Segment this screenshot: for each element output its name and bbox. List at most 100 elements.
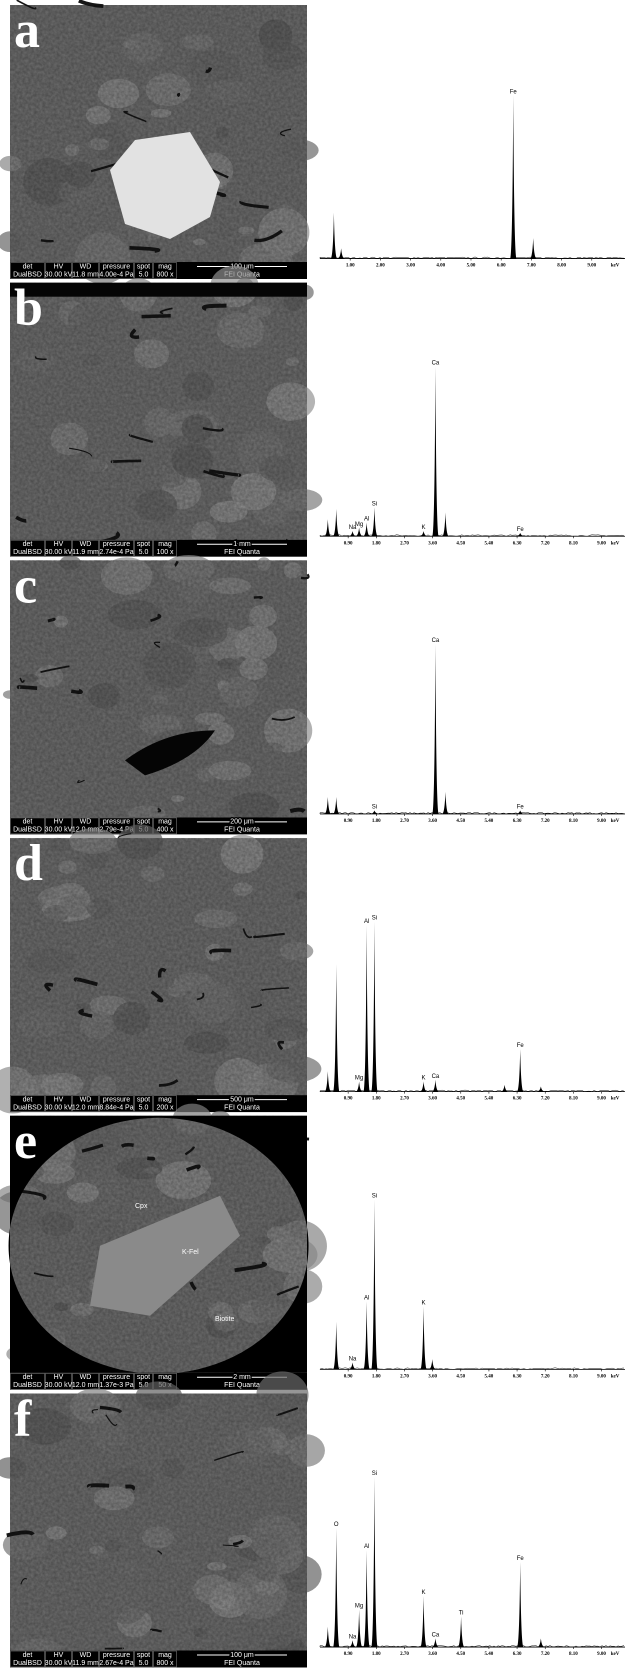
instrument: FEI Quanta: [224, 1104, 260, 1111]
info-cell: [99, 539, 134, 557]
info-cell: [45, 1373, 72, 1390]
info-header: HV: [54, 263, 64, 270]
peak: [349, 531, 356, 537]
info-value: 11.8 mm: [72, 271, 99, 278]
x-tick-label: 6.30: [513, 1097, 522, 1102]
peak: [420, 1596, 427, 1648]
x-tick-label: 5.00: [467, 264, 476, 269]
x-tick-label: 2.70: [400, 1652, 409, 1657]
texture: [10, 1393, 307, 1651]
peak: [371, 921, 378, 1092]
noise: [319, 534, 625, 537]
info-header: det: [23, 1374, 33, 1381]
info-header: det: [23, 1096, 33, 1103]
x-tick-label: 6.30: [513, 1652, 522, 1657]
info-header: pressure: [103, 1374, 130, 1381]
x-tick-label: 5.40: [485, 1374, 494, 1379]
peak-label: Fe: [510, 89, 518, 95]
scale-bar-label: 200 μm: [230, 819, 254, 826]
bright-grain: [110, 132, 220, 239]
info-value: DualBSD: [13, 549, 42, 556]
panel-letter: f: [14, 1391, 32, 1448]
x-tick-label: 9.00: [597, 541, 606, 546]
info-value: DualBSD: [13, 1104, 42, 1111]
info-header: pressure: [103, 263, 130, 270]
x-tick-label: 4.50: [456, 1097, 465, 1102]
x-tick-label: 0.90: [344, 1652, 353, 1657]
sem-image: [0, 0, 319, 285]
sem-image: [10, 265, 323, 548]
x-tick-label: 6.30: [513, 1374, 522, 1379]
info-value: 5.0: [139, 1104, 149, 1111]
peak-label: K: [422, 525, 426, 531]
x-tick-label: 9.00: [597, 1374, 606, 1379]
x-tick-label: 7.20: [541, 1097, 550, 1102]
peak: [355, 527, 363, 537]
info-header: spot: [137, 1096, 150, 1103]
peak-label: Mg: [355, 522, 363, 528]
peak-label: Na: [349, 1634, 357, 1640]
info-cell: [45, 817, 72, 835]
info-value: 200 x: [156, 1104, 174, 1111]
info-header: mag: [158, 1374, 172, 1381]
instrument: FEI Quanta: [224, 549, 260, 556]
info-value: 5.0: [139, 549, 149, 556]
info-value: 2.67e-4 Pa: [99, 1660, 133, 1667]
sem-image: [2, 554, 313, 822]
peak: [537, 1638, 545, 1648]
x-tick-label: 3.60: [428, 1652, 437, 1657]
x-tick-label: 1.80: [372, 1374, 381, 1379]
info-cell: [72, 262, 99, 279]
info-header: mag: [158, 1096, 172, 1103]
info-value: 100 x: [156, 549, 174, 556]
peak: [349, 1362, 356, 1370]
info-header: HV: [54, 541, 64, 548]
info-value: 1.37e-3 Pa: [99, 1382, 133, 1389]
panel-letter: e: [14, 1113, 37, 1170]
peak: [442, 512, 449, 537]
info-header: HV: [54, 819, 64, 826]
info-cell: [99, 1095, 134, 1112]
peak: [429, 1359, 436, 1370]
info-header: pressure: [103, 1652, 130, 1659]
x-tick-label: 5.40: [485, 541, 494, 546]
info-value: DualBSD: [13, 271, 42, 278]
x-tick-label: 7.20: [541, 819, 550, 824]
peak-label: Si: [372, 1471, 377, 1477]
peak: [355, 1609, 363, 1648]
info-cell: [134, 1095, 153, 1112]
sem-image: [0, 824, 322, 1114]
info-cell: [10, 262, 45, 279]
info-cell: [99, 1373, 134, 1390]
peak: [333, 796, 340, 814]
info-cell: [72, 1650, 99, 1668]
info-cell: [99, 262, 134, 279]
info-header: mag: [158, 263, 172, 270]
info-header: HV: [54, 1096, 64, 1103]
x-tick-label: 6.30: [513, 541, 522, 546]
peak-label: Mg: [355, 1075, 363, 1081]
peak: [420, 1081, 427, 1092]
info-header: HV: [54, 1652, 64, 1659]
edge: [10, 282, 307, 297]
peak: [420, 531, 427, 537]
image-annotation: Biotite: [215, 1316, 235, 1323]
crack: [117, 833, 132, 839]
peak-label: O: [334, 1522, 339, 1528]
scale-bar-label: 2 mm: [233, 1374, 251, 1381]
peak: [333, 1528, 340, 1648]
x-tick-label: 0.90: [344, 541, 353, 546]
info-header: det: [23, 541, 33, 548]
peak-label: Al: [364, 517, 369, 523]
info-cell: [45, 262, 72, 279]
peak: [510, 95, 517, 259]
panel-letter: b: [14, 280, 43, 337]
peak-label: Si: [372, 501, 377, 507]
x-tick-label: 0.90: [344, 1374, 353, 1379]
peak: [501, 1084, 508, 1092]
peak-label: Si: [372, 1193, 377, 1199]
